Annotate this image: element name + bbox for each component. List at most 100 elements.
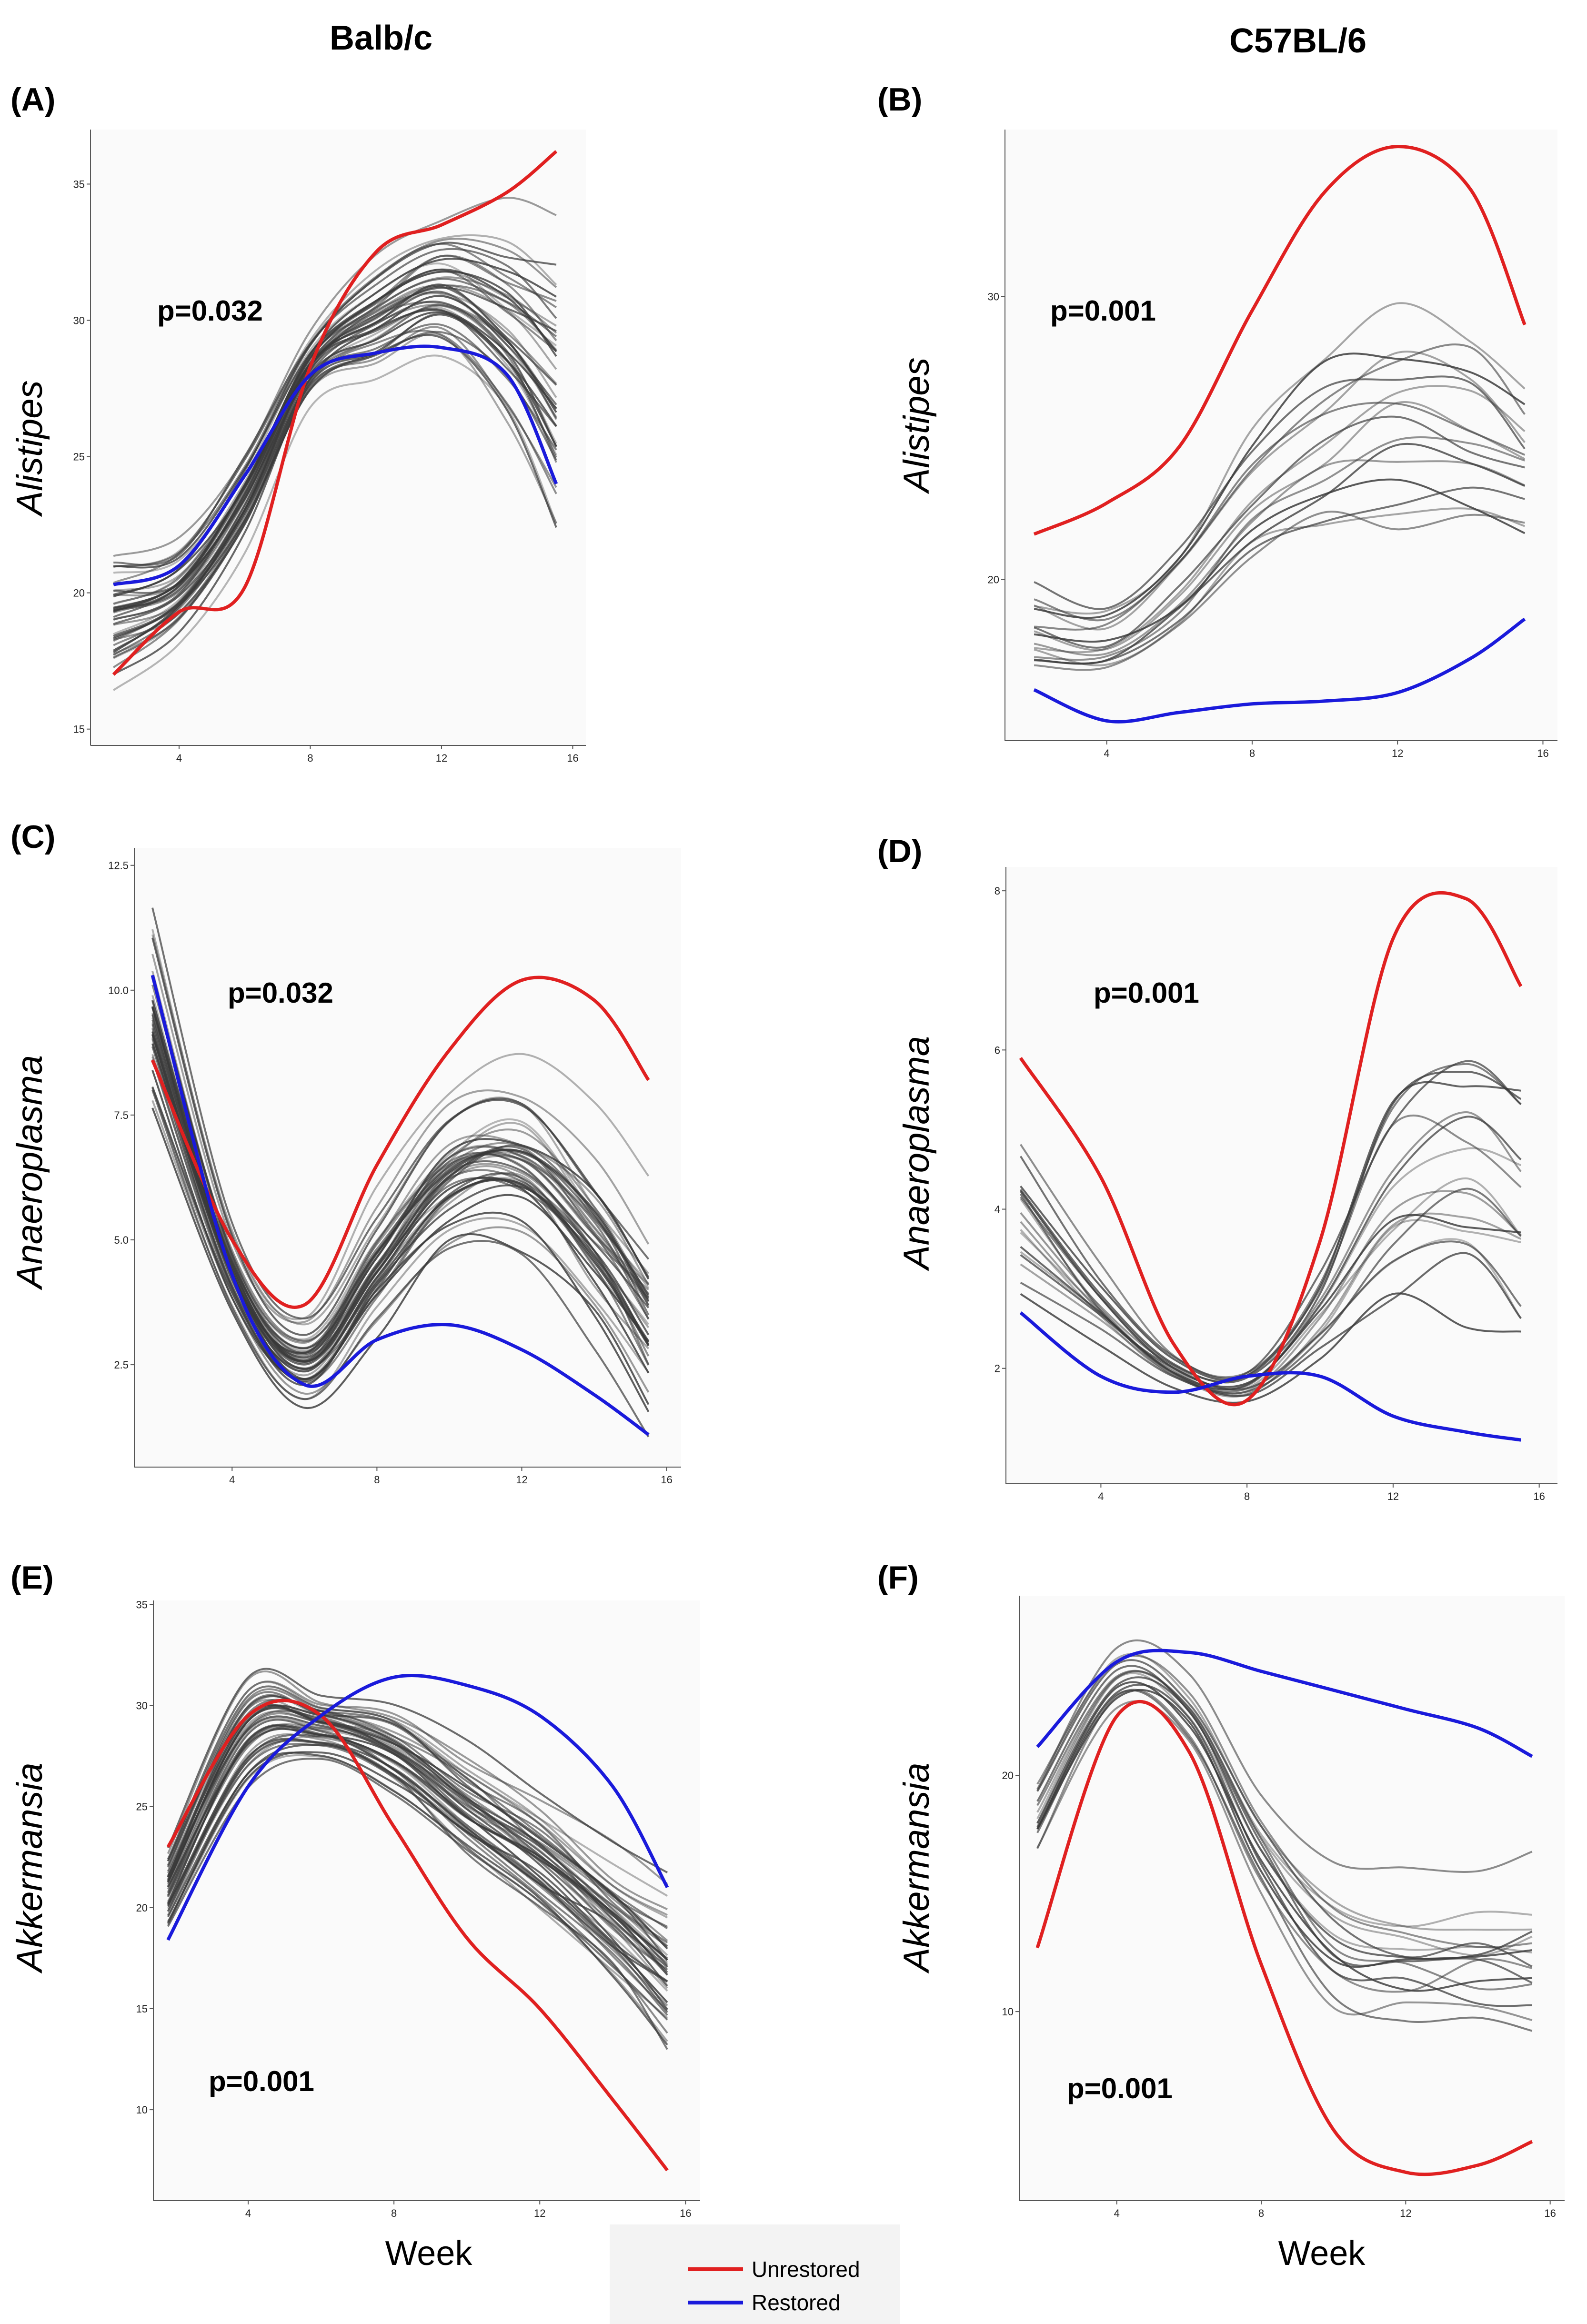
sample-line bbox=[1036, 1670, 1532, 1928]
sample-line bbox=[1034, 401, 1526, 651]
p-value-label: p=0.032 bbox=[228, 977, 333, 1009]
x-axis-title-left: Week bbox=[385, 2234, 473, 2273]
plot-area bbox=[90, 130, 586, 745]
panel-label: (E) bbox=[10, 1559, 54, 1596]
plot-area bbox=[1006, 867, 1557, 1484]
y-tick-label: 5.0 bbox=[114, 1234, 129, 1246]
y-tick-label: 20 bbox=[73, 587, 85, 599]
sample-line bbox=[113, 278, 557, 609]
column-title-c57bl6: C57BL/6 bbox=[1229, 22, 1366, 60]
y-tick-label: 30 bbox=[73, 314, 85, 326]
sample-line bbox=[151, 1006, 650, 1349]
sample-line bbox=[113, 238, 557, 584]
sample-line bbox=[151, 1014, 650, 1358]
sample-line bbox=[167, 1681, 668, 1919]
sample-line bbox=[151, 954, 650, 1324]
sample-line bbox=[167, 1695, 668, 1916]
sample-line bbox=[1034, 443, 1526, 665]
series-line-unrestored bbox=[1035, 1700, 1533, 2176]
y-axis-label: Akkermansia bbox=[896, 1762, 937, 1973]
panel-d: (D) Anaeroplasma 2 4 6 8 4 8 12 16 p=0.001 bbox=[877, 833, 1557, 1502]
y-tick-label: 30 bbox=[136, 1700, 148, 1712]
sample-line bbox=[151, 1087, 650, 1395]
y-tick-label: 10 bbox=[1002, 2006, 1014, 2018]
series-line-restored bbox=[113, 344, 558, 586]
sample-line bbox=[167, 1705, 668, 1975]
legend-label-unrestored: Unrestored bbox=[752, 2257, 860, 2282]
y-tick-label: 25 bbox=[73, 451, 85, 463]
sample-line bbox=[167, 1668, 668, 1873]
x-tick-label: 12 bbox=[1400, 2207, 1411, 2219]
sample-line bbox=[113, 300, 557, 618]
p-value-label: p=0.001 bbox=[1094, 977, 1199, 1009]
x-tick-label: 16 bbox=[567, 752, 578, 764]
series-line-unrestored bbox=[1019, 891, 1523, 1407]
sample-line bbox=[1036, 1676, 1533, 1960]
sample-line bbox=[113, 313, 557, 675]
series-line-unrestored bbox=[166, 1699, 669, 2172]
y-tick-label: 10.0 bbox=[108, 985, 129, 996]
sample-line bbox=[167, 1712, 668, 1942]
panel-label: (A) bbox=[10, 81, 55, 118]
y-tick-label: 10 bbox=[136, 2104, 148, 2116]
series-line-unrestored bbox=[1033, 145, 1527, 536]
sample-line bbox=[151, 1034, 650, 1374]
sample-line bbox=[1034, 415, 1525, 649]
series-line-restored bbox=[1019, 1311, 1521, 1442]
sample-line bbox=[113, 308, 557, 625]
sample-line bbox=[1034, 385, 1526, 654]
sample-line bbox=[1020, 1116, 1522, 1391]
sample-line bbox=[1020, 1177, 1522, 1393]
y-tick-label: 12.5 bbox=[108, 860, 129, 872]
y-tick-label: 30 bbox=[988, 291, 999, 302]
y-tick-label: 25 bbox=[136, 1801, 148, 1813]
y-tick-label: 20 bbox=[1002, 1770, 1014, 1781]
sample-line bbox=[151, 934, 650, 1326]
legend-label-restored: Restored bbox=[752, 2290, 841, 2315]
column-title-balbc: Balb/c bbox=[330, 19, 432, 57]
y-tick-label: 7.5 bbox=[114, 1109, 129, 1121]
x-tick-label: 4 bbox=[176, 752, 182, 764]
y-tick-label: 15 bbox=[73, 724, 85, 735]
series-line-restored bbox=[151, 975, 650, 1436]
series-line-unrestored bbox=[151, 976, 650, 1309]
sample-line bbox=[167, 1694, 668, 1989]
x-tick-label: 4 bbox=[229, 1474, 235, 1486]
y-tick-label: 4 bbox=[994, 1204, 1000, 1216]
sample-line bbox=[113, 354, 557, 691]
x-tick-label: 12 bbox=[1392, 747, 1403, 759]
sample-line bbox=[1034, 352, 1526, 619]
sample-line bbox=[113, 303, 557, 626]
p-value-label: p=0.001 bbox=[1050, 295, 1156, 327]
panel-label: (B) bbox=[877, 81, 922, 118]
x-tick-label: 8 bbox=[307, 752, 313, 764]
plot-area bbox=[134, 848, 681, 1467]
x-tick-label: 16 bbox=[1544, 2207, 1556, 2219]
sample-line bbox=[167, 1728, 668, 2003]
x-tick-label: 16 bbox=[661, 1474, 672, 1486]
sample-line bbox=[1020, 1246, 1522, 1397]
panel-a: (A) Alistipes 15 20 25 30 35 4 8 12 16 p=0.032 bbox=[10, 81, 586, 764]
sample-line bbox=[151, 937, 650, 1336]
panel-e: (E) Akkermansia 10 15 20 25 30 35 4 8 12 16 p=0.0… bbox=[10, 1559, 700, 2219]
sample-line bbox=[1034, 302, 1526, 615]
x-tick-label: 16 bbox=[1537, 747, 1548, 759]
panel-label: (F) bbox=[877, 1559, 919, 1596]
x-tick-label: 12 bbox=[1387, 1490, 1399, 1502]
sample-line bbox=[113, 311, 557, 652]
panel-b: (B) Alistipes 20 30 4 8 12 16 p=0.001 bbox=[877, 81, 1557, 759]
p-value-label: p=0.032 bbox=[157, 295, 263, 327]
x-tick-label: 8 bbox=[374, 1474, 380, 1486]
sample-line bbox=[113, 334, 557, 639]
sample-line bbox=[113, 197, 557, 557]
sample-line bbox=[1036, 1670, 1532, 1991]
sample-line bbox=[167, 1688, 668, 1948]
sample-line bbox=[1020, 1292, 1521, 1404]
legend-background bbox=[610, 2224, 900, 2324]
sample-line bbox=[1036, 1670, 1533, 1957]
x-tick-label: 16 bbox=[680, 2207, 691, 2219]
p-value-label: p=0.001 bbox=[1067, 2072, 1173, 2104]
x-tick-label: 8 bbox=[1244, 1490, 1250, 1502]
y-tick-label: 8 bbox=[994, 885, 1000, 897]
plot-area bbox=[1005, 130, 1557, 741]
